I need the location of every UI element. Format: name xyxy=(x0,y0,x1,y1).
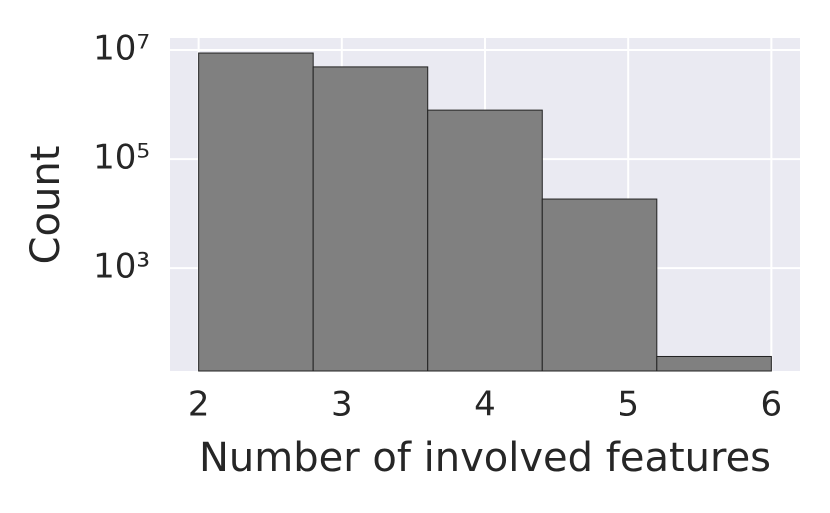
x-tick-label: 6 xyxy=(761,385,783,425)
y-axis-label: Count xyxy=(23,146,69,265)
bar xyxy=(198,52,314,372)
y-tick-label: 10⁷ xyxy=(93,29,150,69)
x-tick-label: 2 xyxy=(188,385,210,425)
y-tick-label: 10⁵ xyxy=(93,138,150,178)
y-tick-label: 10³ xyxy=(93,247,150,287)
bar xyxy=(427,109,543,372)
bar xyxy=(541,198,658,372)
bar xyxy=(312,66,429,372)
x-tick-label: 4 xyxy=(474,385,496,425)
x-tick-label: 3 xyxy=(331,385,353,425)
bar xyxy=(656,355,772,372)
x-tick-label: 5 xyxy=(617,385,639,425)
x-axis-label: Number of involved features xyxy=(199,435,771,481)
